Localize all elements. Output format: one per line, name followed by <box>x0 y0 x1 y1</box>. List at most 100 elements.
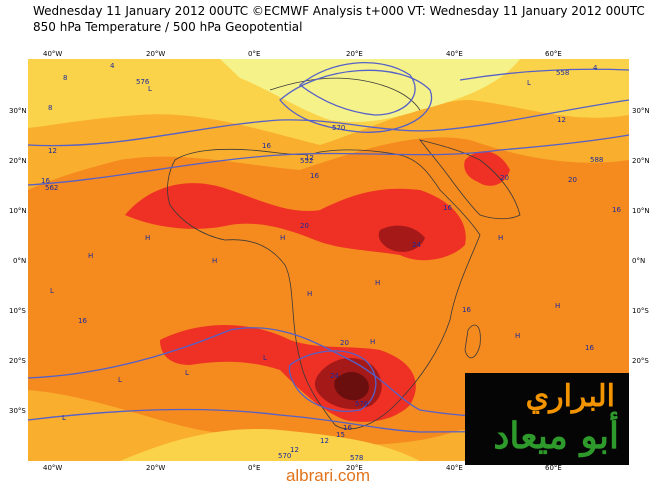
low-marker: L <box>185 369 189 377</box>
lat-label: 0°N <box>632 257 645 265</box>
contour-line <box>279 69 433 133</box>
longitude-labels-bottom: 40°W 20°W 0°E 20°E 40°E 60°E <box>43 464 562 472</box>
lat-label: 0°N <box>13 257 26 265</box>
contour-label: 8 <box>48 104 52 112</box>
lon-label: 20°W <box>146 464 165 472</box>
contour-label: 20 <box>300 222 309 230</box>
coastline-europe <box>269 77 421 111</box>
hottest-core-south-africa <box>334 371 369 401</box>
contour-label: 16 <box>612 206 621 214</box>
contour-label: 16 <box>443 204 452 212</box>
high-marker: H <box>555 302 560 310</box>
lat-label: 20°N <box>9 157 27 165</box>
site-footer: albrari.com <box>285 466 371 485</box>
contour-label: 4 <box>110 62 115 70</box>
contour-label: 16 <box>78 317 87 325</box>
contour-label: 15 <box>336 431 345 439</box>
longitude-labels-top: 40°W 20°W 0°E 20°E 40°E 60°E <box>43 50 562 58</box>
contour-label: 12 <box>290 446 299 454</box>
low-marker: L <box>118 376 122 384</box>
contour-label: 576 <box>355 400 369 408</box>
contour-label: 16 <box>262 142 271 150</box>
map-subtitle: 850 hPa Temperature / 500 hPa Geopotenti… <box>33 20 303 34</box>
high-marker: H <box>515 332 520 340</box>
contour-label: 570 <box>278 452 291 460</box>
lon-label: 40°E <box>446 50 463 58</box>
contour-line <box>27 134 630 186</box>
lat-label: 20°S <box>9 357 26 365</box>
latitude-labels-left: 30°N 20°N 10°N 0°N 10°S 20°S 30°S <box>9 107 27 415</box>
lat-label: 30°N <box>632 107 650 115</box>
contour-line <box>27 99 630 147</box>
contour-label: 16 <box>343 424 352 432</box>
low-marker: L <box>263 354 267 362</box>
contour-label: 8 <box>63 74 67 82</box>
high-marker: H <box>145 234 150 242</box>
contour-label: 552 <box>300 157 313 165</box>
coastline-africa <box>167 148 481 430</box>
contour-label: 588 <box>590 156 603 164</box>
contour-label: 12 <box>48 147 57 155</box>
watermark-line2: أبو ميعاد <box>493 415 619 457</box>
contour-label: 20 <box>340 339 349 347</box>
lon-label: 20°W <box>146 50 165 58</box>
lon-label: 40°E <box>446 464 463 472</box>
lon-label: 60°E <box>545 50 562 58</box>
contour-label: 24 <box>412 241 421 249</box>
contour-label: 16 <box>585 344 594 352</box>
pressure-markers: H H H H H H H H H H L L L L L L L <box>50 79 560 422</box>
watermark-line1: البراري <box>525 379 615 414</box>
contour-label: 24 <box>330 372 339 380</box>
lon-label: 0°E <box>248 464 260 472</box>
high-marker: H <box>370 338 375 346</box>
lon-label: 40°W <box>43 50 62 58</box>
contour-label: 16 <box>310 172 319 180</box>
lon-label: 0°E <box>248 50 260 58</box>
low-marker: L <box>527 79 531 87</box>
high-marker: H <box>498 234 503 242</box>
contour-label: 576 <box>136 78 150 86</box>
lat-label: 30°N <box>9 107 27 115</box>
contour-label: 20 <box>568 176 577 184</box>
contour-label: 562 <box>45 184 58 192</box>
lat-label: 10°S <box>632 307 649 315</box>
low-marker: L <box>148 85 152 93</box>
contour-line <box>288 350 377 412</box>
contour-label: 16 <box>41 177 50 185</box>
cool-core-south <box>120 429 420 461</box>
contour-label: 12 <box>320 437 329 445</box>
contour-label: 570 <box>332 124 345 132</box>
lat-label: 10°N <box>632 207 650 215</box>
hot-core-sudan <box>378 225 425 252</box>
high-marker: H <box>88 252 93 260</box>
contour-value-labels: 4 8 12 16 8 16 12 16 20 24 20 16 576 562… <box>41 62 621 462</box>
low-marker: L <box>50 287 54 295</box>
contour-label: 4 <box>593 64 598 72</box>
low-marker: L <box>62 414 66 422</box>
lon-label: 20°E <box>346 50 363 58</box>
lon-label: 20°E <box>346 464 363 472</box>
contour-line <box>298 62 416 116</box>
contour-line <box>459 68 630 81</box>
contour-label: 578 <box>350 454 363 462</box>
lon-label: 60°E <box>545 464 562 472</box>
lat-label: 20°N <box>632 157 650 165</box>
lat-label: 20°S <box>632 357 649 365</box>
coastline-madagascar <box>464 324 481 359</box>
high-marker: H <box>212 257 217 265</box>
contour-label: 12 <box>305 154 314 162</box>
high-marker: H <box>375 279 380 287</box>
lat-label: 10°S <box>9 307 26 315</box>
high-marker: H <box>307 290 312 298</box>
cold-core-north <box>220 59 520 122</box>
contour-label: 12 <box>557 116 566 124</box>
contour-label: 558 <box>556 69 569 77</box>
map-title: Wednesday 11 January 2012 00UTC ©ECMWF A… <box>33 4 645 18</box>
high-marker: H <box>280 234 285 242</box>
lat-label: 10°N <box>9 207 27 215</box>
contour-label: 16 <box>462 306 471 314</box>
latitude-labels-right: 30°N 20°N 10°N 0°N 10°S 20°S <box>632 107 650 365</box>
contour-label: 20 <box>500 174 509 182</box>
lon-label: 40°W <box>43 464 62 472</box>
lat-label: 30°S <box>9 407 26 415</box>
